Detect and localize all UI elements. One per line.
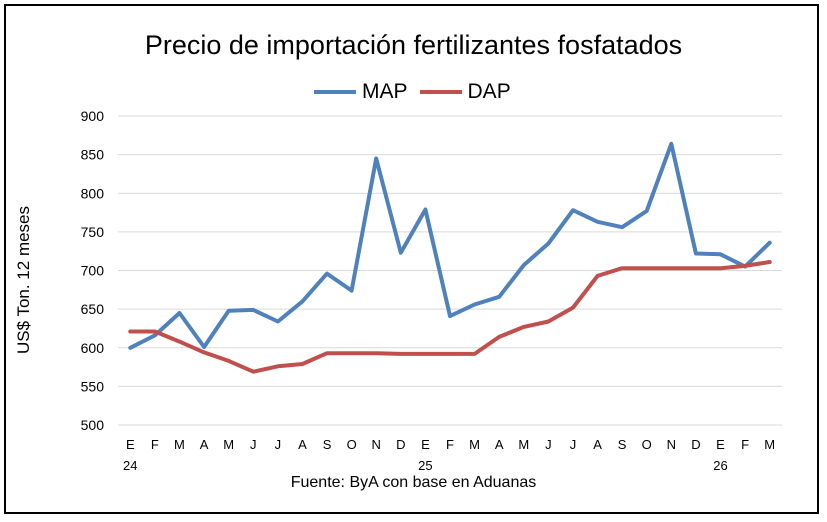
y-tick-label: 900 xyxy=(81,108,105,124)
x-tick-label: J xyxy=(545,437,552,452)
x-tick-label: F xyxy=(446,437,454,452)
y-tick-label: 550 xyxy=(81,378,105,394)
x-tick-label: D xyxy=(691,437,700,452)
x-year-label: 24 xyxy=(123,458,137,473)
x-tick-label: E xyxy=(716,437,725,452)
x-tick-label: O xyxy=(642,437,652,452)
x-tick-label: J xyxy=(250,437,257,452)
y-tick-label: 800 xyxy=(81,185,105,201)
x-tick-label: M xyxy=(764,437,775,452)
legend-swatch-map xyxy=(314,90,356,94)
x-tick-label: E xyxy=(126,437,135,452)
x-tick-label: E xyxy=(421,437,430,452)
x-tick-label: F xyxy=(151,437,159,452)
y-tick-label: 500 xyxy=(81,417,105,433)
x-tick-label: J xyxy=(275,437,282,452)
chart-legend: MAP DAP xyxy=(314,80,523,104)
x-tick-label: N xyxy=(372,437,381,452)
x-tick-label: M xyxy=(518,437,529,452)
x-tick-label: M xyxy=(469,437,480,452)
x-tick-label: O xyxy=(347,437,357,452)
chart-title: Precio de importación fertilizantes fosf… xyxy=(144,30,683,60)
x-tick-label: A xyxy=(593,437,602,452)
x-tick-label: J xyxy=(570,437,577,452)
x-tick-label: D xyxy=(396,437,405,452)
x-tick-label: S xyxy=(323,437,332,452)
legend-item-map: MAP xyxy=(314,80,408,104)
y-tick-label: 600 xyxy=(81,340,105,356)
y-tick-label: 750 xyxy=(81,224,105,240)
y-tick-label: 850 xyxy=(81,147,105,163)
x-tick-label: N xyxy=(667,437,676,452)
x-tick-label: A xyxy=(200,437,209,452)
series-line-map xyxy=(128,141,772,350)
chart-frame xyxy=(4,4,819,514)
source-note: Fuente: ByA con base en Aduanas xyxy=(290,474,537,491)
y-tick-label: 650 xyxy=(81,301,105,317)
x-tick-label: M xyxy=(223,437,234,452)
x-tick-label: F xyxy=(741,437,749,452)
x-year-label: 25 xyxy=(418,458,432,473)
x-tick-label: A xyxy=(495,437,504,452)
x-year-label: 26 xyxy=(713,458,727,473)
legend-label-map: MAP xyxy=(362,80,408,103)
x-tick-label: A xyxy=(298,437,307,452)
legend-swatch-dap xyxy=(419,90,462,94)
legend-label-dap: DAP xyxy=(467,80,511,103)
x-tick-label: S xyxy=(618,437,627,452)
x-tick-label: M xyxy=(174,437,185,452)
legend-item-dap: DAP xyxy=(419,80,511,104)
y-tick-label: 700 xyxy=(81,263,105,279)
